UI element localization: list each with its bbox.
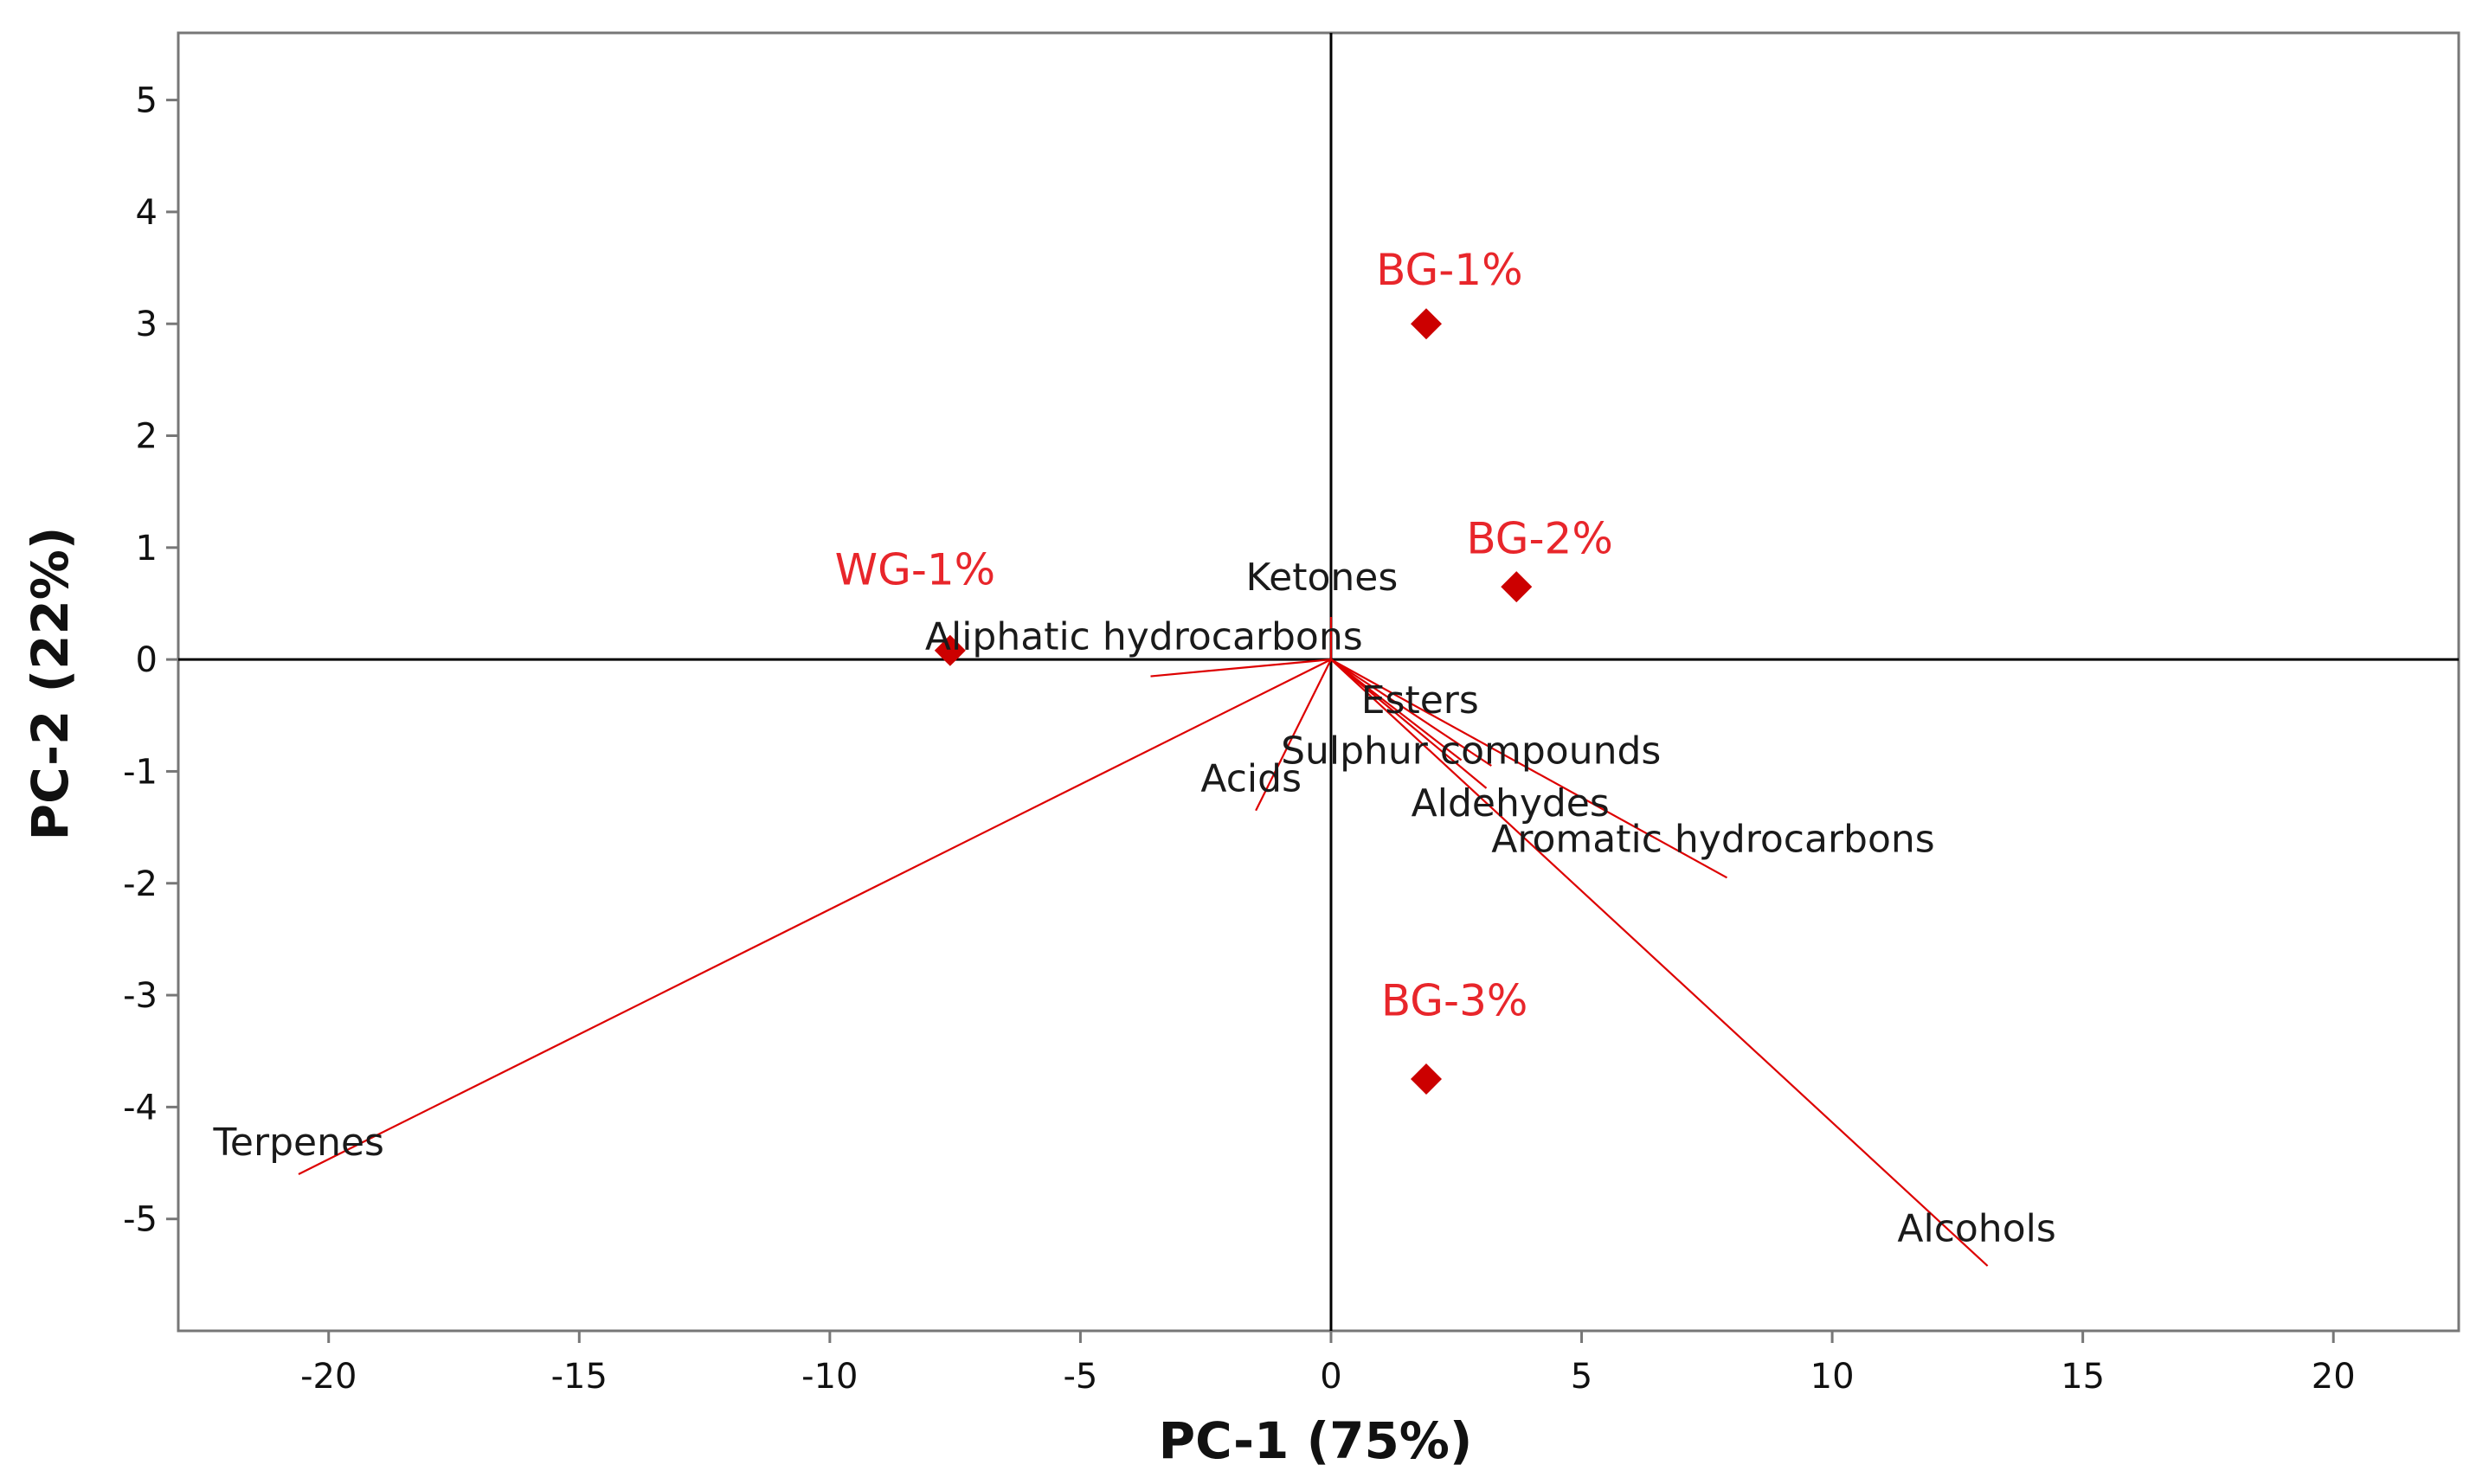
variable-label-terpenes: Terpenes — [213, 1121, 384, 1165]
sample-label-bg-2pct: BG-2% — [1466, 513, 1613, 563]
loading-vectors — [298, 617, 1989, 1267]
plot-frame — [177, 31, 2460, 1333]
loading-vector-aldehydes — [1330, 658, 1492, 767]
sample-label-bg-3pct: BG-3% — [1381, 975, 1528, 1025]
x-tick-label: 0 — [1320, 1357, 1341, 1397]
sample-label-wg-1pct: WG-1% — [835, 545, 996, 595]
y-axis-ticks: -5 -4 -3 -2 -1 0 1 2 3 4 5 — [123, 81, 178, 1240]
sample-point-bg-2pct — [1501, 571, 1533, 603]
x-tick-label: -15 — [551, 1357, 608, 1397]
sample-labels: WG-1% BG-1% BG-2% BG-3% — [835, 245, 1613, 1025]
variable-label-alcohols: Alcohols — [1897, 1207, 2055, 1251]
x-tick-label: 10 — [1810, 1357, 1855, 1397]
x-tick-label: -5 — [1063, 1357, 1097, 1397]
loading-vector-sulphur-compounds — [1330, 658, 1488, 789]
x-tick-label: -20 — [300, 1357, 357, 1397]
y-axis-title: PC-2 (22%) — [21, 527, 80, 841]
y-tick-label: -1 — [123, 752, 158, 792]
y-tick-label: -3 — [123, 976, 158, 1016]
variable-label-aromatic-hydrocarbons: Aromatic hydrocarbons — [1491, 818, 1934, 862]
variable-labels: Ketones Aliphatic hydrocarbons Esters Sulph… — [213, 556, 2056, 1251]
x-tick-label: 15 — [2061, 1357, 2105, 1397]
x-tick-label: -10 — [801, 1357, 858, 1397]
sample-point-wg-1pct — [934, 634, 966, 666]
x-axis-ticks: -20 -15 -10 -5 0 5 10 15 20 — [300, 1331, 2356, 1397]
sample-point-bg-1pct — [1411, 308, 1443, 340]
loading-vector-acids — [1255, 658, 1332, 812]
variable-label-aldehydes: Aldehydes — [1412, 781, 1610, 826]
reference-lines — [178, 33, 2459, 1331]
sample-label-bg-1pct: BG-1% — [1376, 245, 1523, 295]
x-tick-label: 5 — [1571, 1357, 1592, 1397]
x-axis-title: PC-1 (75%) — [1159, 1411, 1473, 1470]
loading-vector-aromatic-hydrocarbons — [1330, 658, 1728, 879]
variable-label-ketones: Ketones — [1246, 556, 1399, 600]
loading-vector-alcohols — [1330, 658, 1989, 1267]
y-tick-label: 4 — [136, 193, 158, 233]
y-tick-label: -4 — [123, 1088, 158, 1127]
loading-vector-terpenes — [298, 658, 1332, 1175]
y-tick-label: 2 — [136, 417, 158, 457]
y-tick-label: 1 — [136, 529, 158, 569]
sample-point-bg-3pct — [1411, 1063, 1443, 1095]
sample-points — [934, 308, 1533, 1095]
y-tick-label: -5 — [123, 1200, 158, 1240]
loading-vector-aliphatic-hydrocarbons — [1150, 658, 1332, 678]
y-tick-label: -2 — [123, 864, 158, 904]
y-tick-label: 3 — [136, 305, 158, 344]
variable-label-acids: Acids — [1200, 757, 1302, 801]
variable-label-esters: Esters — [1361, 678, 1479, 723]
y-tick-label: 5 — [136, 81, 158, 121]
x-tick-label: 20 — [2312, 1357, 2356, 1397]
variable-label-aliphatic-hydrocarbons: Aliphatic hydrocarbons — [925, 615, 1363, 659]
variable-label-sulphur-compounds: Sulphur compounds — [1281, 729, 1661, 773]
y-tick-label: 0 — [136, 640, 158, 680]
